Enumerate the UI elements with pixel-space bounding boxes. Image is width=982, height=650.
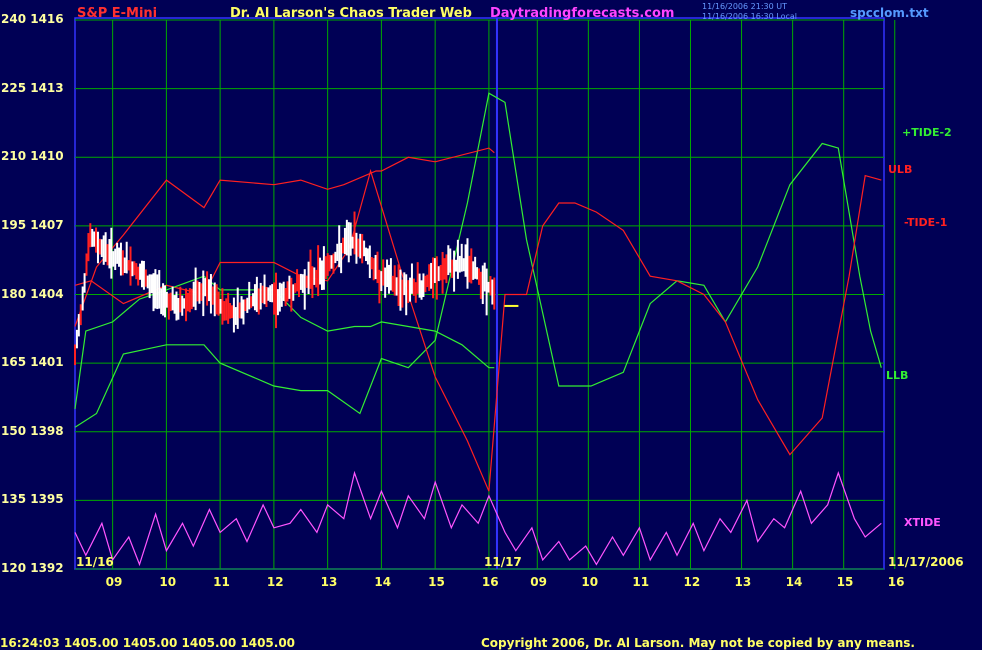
legend-xtide: XTIDE <box>904 516 941 529</box>
x-tick-label: 16 <box>481 575 499 589</box>
copyright-text: Copyright 2006, Dr. Al Larson. May not b… <box>481 636 915 650</box>
x-tick-label: 10 <box>159 575 177 589</box>
legend-tide2: +TIDE-2 <box>902 126 952 139</box>
x-tick-label: 15 <box>428 575 445 589</box>
x-tick-label: 12 <box>683 575 701 589</box>
series-llb <box>74 275 495 409</box>
y-tick-label: 120 1392 <box>1 561 64 575</box>
series--tide-2 <box>74 92 882 428</box>
y-tick-label: 180 1404 <box>1 286 64 301</box>
y-tick-label: 210 1410 <box>1 149 64 164</box>
x-tick-label: 10 <box>581 575 599 589</box>
quote-readout: 16:24:03 1405.00 1405.00 1405.00 1405.00 <box>0 636 296 650</box>
x-tick-label: 14 <box>374 575 392 589</box>
timestamp-local: 11/16/2006 16:30 Local <box>702 12 797 21</box>
y-tick-label: 135 1395 <box>1 492 64 507</box>
x-tick-label: 13 <box>320 575 338 589</box>
series--tide-1 <box>74 168 882 492</box>
chart-title: Dr. Al Larson's Chaos Trader Web <box>230 6 472 21</box>
x-tick-label: 13 <box>734 575 752 589</box>
x-tick-label: 16 <box>887 575 905 589</box>
x-tick-label: 09 <box>530 575 547 589</box>
x-tick-label: 15 <box>836 575 854 589</box>
x-tick-label: 09 <box>105 575 123 589</box>
y-tick-label: 165 1401 <box>1 355 64 370</box>
date-label-end: 11/17/2006 <box>888 555 964 569</box>
timestamp-ut: 11/16/2006 21:30 UT <box>702 2 787 11</box>
x-tick-label: 11 <box>632 575 650 589</box>
y-tick-label: 150 1398 <box>1 423 64 438</box>
x-tick-label: 12 <box>266 575 284 589</box>
date-label-start: 11/16 <box>76 555 114 569</box>
y-tick-label: 225 1413 <box>1 80 64 95</box>
date-label-mid: 11/17 <box>484 555 522 569</box>
series-xtide <box>74 470 882 567</box>
series-ulb <box>74 147 495 327</box>
x-tick-label: 14 <box>785 575 803 589</box>
legend-llb: LLB <box>886 369 909 382</box>
symbol-label: S&P E-Mini <box>77 6 158 21</box>
legend-ulb: ULB <box>888 163 913 176</box>
data-file-label: spcclom.txt <box>850 6 929 20</box>
x-tick-label: 11 <box>213 575 230 589</box>
y-tick-label: 195 1407 <box>1 217 64 232</box>
site-label: Daytradingforecasts.com <box>490 6 675 21</box>
y-tick-label: 240 1416 <box>1 12 64 26</box>
legend-tide1: -TIDE-1 <box>904 216 948 229</box>
